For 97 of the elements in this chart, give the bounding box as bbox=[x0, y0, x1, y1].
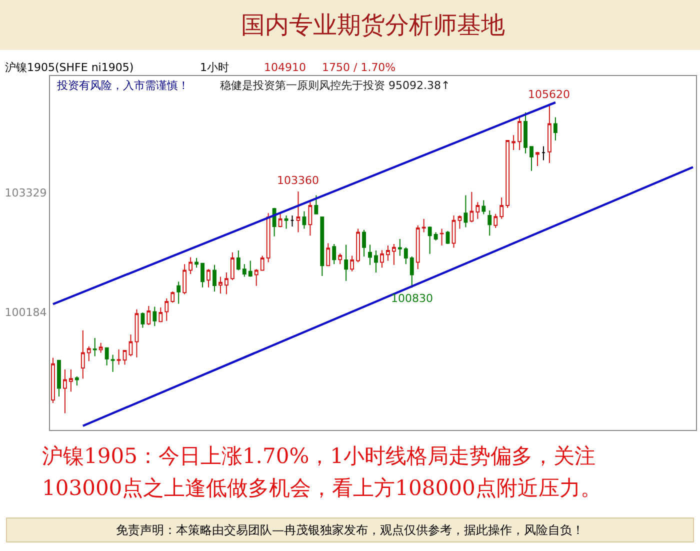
candlestick bbox=[182, 264, 187, 295]
candlestick bbox=[338, 252, 342, 265]
candlestick bbox=[248, 260, 252, 278]
candlestick bbox=[74, 376, 79, 386]
candlestick bbox=[392, 243, 396, 266]
candlestick bbox=[314, 194, 318, 215]
text: 1小时 bbox=[200, 61, 229, 74]
candlestick bbox=[518, 118, 522, 150]
candlestick bbox=[350, 255, 354, 272]
candlestick bbox=[146, 306, 151, 326]
candlestick bbox=[230, 252, 234, 281]
candlestick bbox=[152, 306, 157, 327]
y-tick-label: 100184 bbox=[4, 306, 47, 320]
candlestick bbox=[242, 264, 246, 278]
candlestick bbox=[176, 281, 181, 304]
candlestick bbox=[506, 140, 510, 208]
candlestick bbox=[332, 243, 336, 265]
candlestick bbox=[434, 232, 438, 242]
candlestick bbox=[86, 346, 91, 362]
candlestick bbox=[476, 202, 480, 220]
y-tick-label: 103329 bbox=[4, 186, 47, 200]
candlestick bbox=[290, 214, 294, 227]
candlestick bbox=[302, 210, 306, 230]
candlestick bbox=[374, 250, 378, 274]
candlestick bbox=[116, 348, 121, 366]
candlestick bbox=[224, 272, 228, 295]
candlestick bbox=[530, 146, 534, 172]
candlestick bbox=[104, 347, 109, 366]
candlestick bbox=[368, 244, 372, 266]
annotation: 103360 bbox=[277, 174, 319, 187]
candlestick bbox=[92, 337, 97, 357]
candlestick bbox=[440, 228, 444, 246]
candlestick bbox=[458, 214, 462, 230]
candlestick bbox=[308, 202, 312, 236]
candlestick bbox=[57, 360, 61, 398]
candlestick bbox=[416, 224, 420, 270]
candlestick bbox=[494, 213, 498, 228]
annotation: 105620 bbox=[528, 88, 570, 101]
candlestick bbox=[110, 354, 115, 372]
candlestick bbox=[398, 238, 402, 256]
candlestick bbox=[547, 104, 552, 164]
candlestick bbox=[68, 369, 73, 392]
candlestick bbox=[464, 194, 468, 228]
candlestick bbox=[266, 212, 270, 263]
candlestick bbox=[356, 228, 360, 263]
annotation: 100830 bbox=[391, 292, 433, 305]
candlestick bbox=[170, 291, 175, 304]
text: 免责声明：本策略由交易团队—冉茂银独家发布，观点仅供参考，据此操作，风险自负！ bbox=[116, 523, 584, 537]
candlestick bbox=[536, 151, 540, 166]
candlestick bbox=[380, 250, 384, 268]
candlestick bbox=[188, 256, 193, 275]
candlestick bbox=[278, 213, 282, 228]
candlestick bbox=[404, 246, 408, 265]
candlestick bbox=[164, 298, 169, 322]
candlestick bbox=[254, 268, 258, 286]
candlestick bbox=[344, 244, 348, 282]
candlestick bbox=[326, 242, 330, 266]
candlestick bbox=[134, 308, 139, 358]
candlestick bbox=[488, 210, 492, 236]
candlestick bbox=[236, 250, 240, 271]
candlestick bbox=[158, 307, 163, 322]
candlestick bbox=[260, 255, 264, 272]
candlestick bbox=[386, 245, 390, 262]
candlestick bbox=[212, 264, 216, 292]
candlestick bbox=[320, 216, 324, 276]
candlestick bbox=[284, 214, 288, 230]
candlestick bbox=[206, 268, 210, 288]
candlestick bbox=[482, 200, 486, 215]
text: 1750 / 1.70% bbox=[322, 61, 396, 74]
candlestick bbox=[218, 276, 222, 294]
annotation: 稳健是投资第一原则风控先于投资 95092.38↑ bbox=[220, 79, 450, 92]
candlestick bbox=[62, 369, 67, 414]
candlestick bbox=[512, 134, 516, 150]
candlestick bbox=[122, 350, 127, 366]
candlestick bbox=[452, 214, 456, 248]
text: 沪镍1905(SHFE ni1905) bbox=[5, 61, 134, 74]
candlestick bbox=[428, 226, 432, 254]
candlestick bbox=[422, 218, 426, 233]
candlestick bbox=[194, 258, 199, 268]
candlestick bbox=[128, 334, 133, 357]
candlestick bbox=[200, 262, 204, 288]
text: 103000点之上逢低做多机会，看上方108000点附近压力。 bbox=[42, 476, 602, 500]
annotation: 投资有风险，入市需谨慎！ bbox=[56, 79, 189, 92]
candlestick bbox=[140, 312, 145, 328]
candlestick bbox=[553, 116, 558, 141]
candlestick bbox=[524, 112, 528, 154]
candlestick bbox=[51, 357, 55, 404]
candlestick bbox=[470, 191, 474, 223]
candlestick bbox=[80, 330, 85, 380]
candlestick bbox=[296, 190, 300, 233]
candlestick bbox=[542, 146, 546, 161]
text: 沪镍1905：今日上涨1.70%，1小时线格局走势偏多，关注 bbox=[42, 444, 596, 468]
candlestick bbox=[500, 197, 504, 220]
chart-title: 国内专业期货分析师基地 bbox=[241, 11, 505, 39]
candlestick bbox=[98, 342, 103, 354]
text: 104910 bbox=[264, 61, 306, 74]
candlestick bbox=[362, 229, 366, 258]
